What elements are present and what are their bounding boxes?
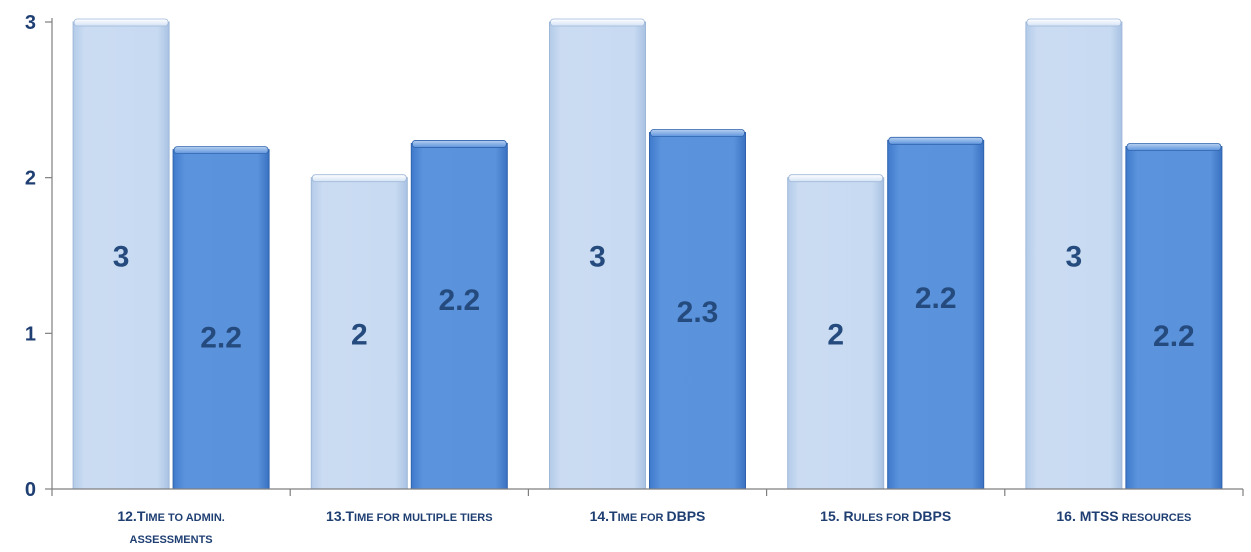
x-category-label-part: 12.T — [117, 508, 145, 524]
bar-cap-series-2-1 — [173, 146, 269, 155]
bar-series-1-2 — [310, 177, 408, 490]
x-category-label-part: ASSESSMENTS — [130, 534, 213, 546]
x-category-label-2: 13.TIME FOR MULTIPLE TIERS — [326, 508, 493, 524]
x-category-label-part: 14.T — [590, 508, 618, 524]
bar-series-2-1 — [172, 149, 270, 490]
x-category-label-part: DBPS — [667, 508, 706, 524]
bar-cap-series-1-1 — [73, 18, 169, 27]
x-category-label-part: RESOURCES — [1119, 512, 1192, 524]
x-category-label-4: 15. RULES FOR DBPS — [820, 508, 951, 524]
x-category-label-1: 12.TIME TO ADMIN. ASSESSMENTS — [117, 508, 224, 546]
y-tick-label: 1 — [25, 323, 36, 345]
bar-series-2-4 — [887, 139, 985, 490]
bar-cap-series-1-4 — [788, 174, 884, 183]
x-category-label-part: IME FOR — [618, 512, 667, 524]
x-category-label-part: 16. MTSS — [1056, 508, 1118, 524]
data-label-series-1-1: 3 — [113, 241, 130, 274]
data-label-series-1-4: 2 — [827, 318, 844, 351]
x-category-label-part: 15. R — [820, 508, 853, 524]
bar-series-2-2 — [410, 142, 508, 490]
x-category-label-part: 13.T — [326, 508, 354, 524]
x-category-label-part: DBPS — [912, 508, 951, 524]
x-category-label-line: 16. MTSS RESOURCES — [1056, 508, 1191, 524]
bar-cap-series-2-4 — [888, 136, 984, 145]
x-category-label-3: 14.TIME FOR DBPS — [590, 508, 706, 524]
bar-series-2-5 — [1125, 146, 1223, 490]
bar-series-2-3 — [649, 132, 746, 490]
bar-series-1-1 — [72, 21, 170, 490]
data-label-series-1-2: 2 — [351, 318, 368, 351]
data-label-series-1-5: 3 — [1066, 241, 1083, 274]
bar-cap-series-2-5 — [1126, 143, 1222, 151]
bar-cap-series-1-3 — [550, 18, 645, 27]
data-label-series-2-5: 2.2 — [1153, 320, 1195, 353]
bar-cap-series-1-5 — [1026, 18, 1122, 27]
bar-series-1-5 — [1025, 21, 1123, 490]
bar-cap-series-2-3 — [650, 129, 745, 137]
x-category-label-part: ULES FOR — [854, 512, 913, 524]
bar-series-1-4 — [787, 177, 885, 490]
x-category-label-line: 12.TIME TO ADMIN. — [117, 508, 224, 524]
bar-cap-series-2-2 — [411, 140, 507, 148]
data-label-series-2-3: 2.3 — [677, 296, 719, 329]
x-category-label-line: 13.TIME FOR MULTIPLE TIERS — [326, 508, 493, 524]
data-label-series-2-1: 2.2 — [200, 321, 242, 354]
x-category-label-part: IME FOR MULTIPLE TIERS — [354, 512, 493, 524]
x-category-label-line: ASSESSMENTS — [130, 534, 213, 546]
x-category-label-line: 15. RULES FOR DBPS — [820, 508, 951, 524]
x-category-label-line: 14.TIME FOR DBPS — [590, 508, 706, 524]
y-tick-label: 0 — [25, 479, 36, 501]
y-tick-label: 2 — [25, 168, 36, 190]
data-label-series-2-2: 2.2 — [438, 284, 480, 317]
bar-cap-series-1-2 — [311, 174, 407, 183]
x-category-label-part: IME TO ADMIN. — [145, 512, 224, 524]
data-label-series-1-3: 3 — [589, 241, 606, 274]
x-category-label-5: 16. MTSS RESOURCES — [1056, 508, 1191, 524]
y-tick-label: 3 — [25, 12, 36, 34]
data-label-series-2-4: 2.2 — [915, 282, 957, 315]
